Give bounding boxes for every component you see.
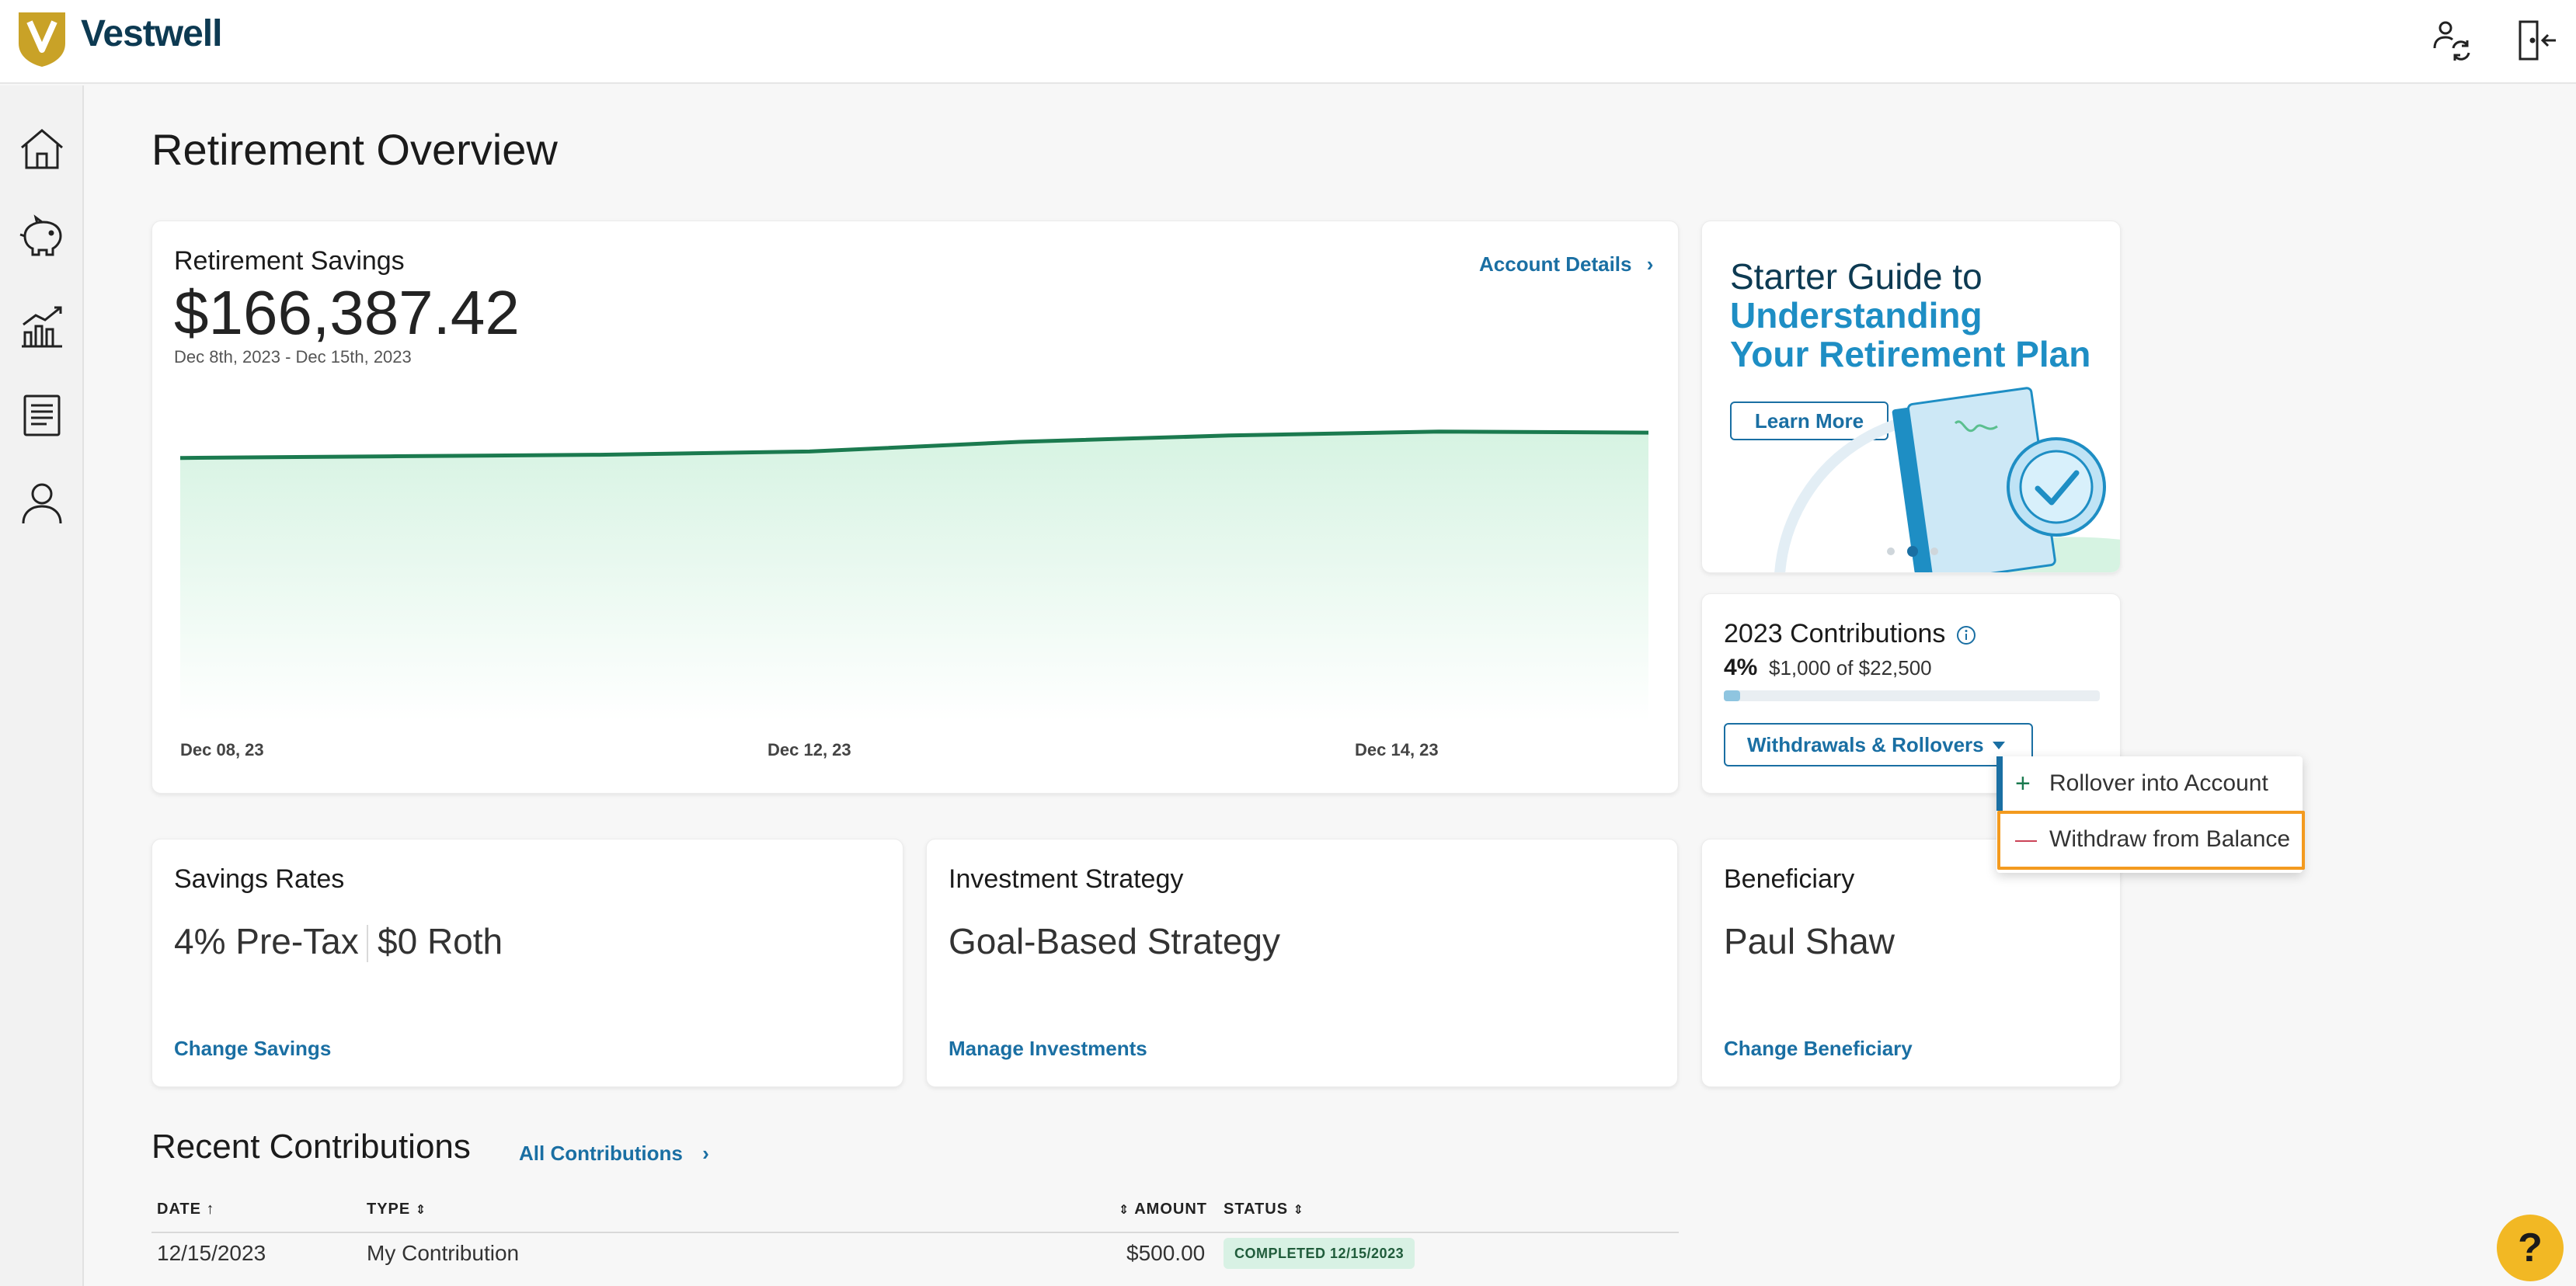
chevron-right-icon: › bbox=[702, 1142, 709, 1165]
account-details-label: Account Details bbox=[1479, 252, 1632, 276]
home-icon[interactable] bbox=[17, 124, 67, 174]
profile-icon[interactable] bbox=[17, 478, 67, 528]
logout-icon[interactable] bbox=[2514, 17, 2560, 64]
retirement-savings-card: Retirement Savings $166,387.42 Dec 8th, … bbox=[151, 221, 1679, 794]
rate-divider bbox=[367, 925, 368, 962]
page-title: Retirement Overview bbox=[151, 125, 558, 174]
brand-name[interactable]: Vestwell bbox=[81, 13, 222, 54]
rollover-into-account-option[interactable]: + Rollover into Account bbox=[1996, 756, 2303, 811]
withdraw-from-balance-label: Withdraw from Balance bbox=[2049, 826, 2291, 852]
all-contributions-link[interactable]: All Contributions › bbox=[519, 1142, 709, 1166]
status-header-label: STATUS bbox=[1224, 1201, 1289, 1218]
account-details-link[interactable]: Account Details › bbox=[1479, 252, 1653, 276]
table-header-divider bbox=[151, 1232, 1679, 1233]
retirement-plan-illustration bbox=[1774, 387, 2120, 572]
savings-date-range: Dec 8th, 2023 - Dec 15th, 2023 bbox=[174, 347, 412, 367]
carousel-dot-active[interactable] bbox=[1907, 546, 1918, 557]
contributions-card: 2023 Contributions 4% $1,000 of $22,500 … bbox=[1701, 593, 2121, 794]
info-icon[interactable] bbox=[1956, 625, 1976, 645]
chart-icon[interactable] bbox=[17, 301, 67, 351]
x-axis-label: Dec 14, 23 bbox=[1355, 740, 1439, 759]
withdrawals-rollovers-menu: + Rollover into Account — Withdraw from … bbox=[1996, 756, 2303, 873]
contribution-percent: 4% bbox=[1724, 655, 1758, 680]
contributions-title: 2023 Contributions bbox=[1724, 619, 1976, 649]
contribution-progress-bar bbox=[1724, 690, 2100, 701]
savings-rates-title: Savings Rates bbox=[174, 864, 345, 894]
savings-title: Retirement Savings bbox=[174, 246, 405, 276]
investment-strategy-card: Investment Strategy Goal-Based Strategy … bbox=[926, 839, 1678, 1087]
sidebar bbox=[0, 85, 84, 1286]
pretax-rate: 4% Pre-Tax bbox=[174, 921, 359, 961]
savings-area-chart bbox=[180, 429, 1648, 721]
top-bar: Vestwell bbox=[0, 0, 2576, 84]
status-badge: COMPLETED 12/15/2023 bbox=[1224, 1238, 1415, 1269]
contribution-progress-fill bbox=[1724, 690, 1741, 701]
investment-strategy-value: Goal-Based Strategy bbox=[949, 921, 1281, 961]
caret-down-icon bbox=[1993, 742, 2005, 749]
sort-icon: ⇕ bbox=[1119, 1204, 1130, 1217]
all-contributions-label: All Contributions bbox=[519, 1142, 683, 1165]
column-header-amount[interactable]: ⇕ AMOUNT bbox=[1119, 1201, 1207, 1218]
chart-series-line bbox=[180, 429, 1648, 461]
sort-icon: ⇕ bbox=[1293, 1204, 1304, 1217]
type-header-label: TYPE bbox=[367, 1201, 411, 1218]
carousel-dot[interactable] bbox=[1930, 547, 1938, 555]
column-header-type[interactable]: TYPE ⇕ bbox=[367, 1201, 426, 1218]
change-savings-link[interactable]: Change Savings bbox=[174, 1037, 332, 1060]
sort-icon: ⇕ bbox=[415, 1204, 427, 1217]
recent-contributions-title: Recent Contributions bbox=[151, 1128, 471, 1166]
date-header-label: DATE bbox=[157, 1201, 201, 1218]
amount-header-label: AMOUNT bbox=[1134, 1201, 1207, 1218]
plus-icon: + bbox=[2015, 768, 2031, 798]
menu-accent-bar bbox=[1996, 756, 2003, 811]
beneficiary-name: Paul Shaw bbox=[1724, 921, 1895, 961]
sort-asc-icon: ↑ bbox=[206, 1201, 215, 1218]
roth-rate: $0 Roth bbox=[378, 921, 503, 961]
row-amount: $500.00 bbox=[1126, 1241, 1206, 1265]
row-type: My Contribution bbox=[367, 1241, 520, 1265]
column-header-date[interactable]: DATE ↑ bbox=[157, 1201, 215, 1218]
promo-line-2: Understanding bbox=[1730, 295, 1982, 335]
vestwell-logo-icon[interactable] bbox=[16, 9, 68, 68]
row-date: 12/15/2023 bbox=[157, 1241, 266, 1265]
x-axis-label: Dec 08, 23 bbox=[180, 740, 264, 759]
help-button[interactable]: ? bbox=[2497, 1215, 2564, 1281]
column-header-status[interactable]: STATUS ⇕ bbox=[1224, 1201, 1304, 1218]
change-beneficiary-link[interactable]: Change Beneficiary bbox=[1724, 1037, 1913, 1060]
piggy-bank-icon[interactable] bbox=[17, 213, 67, 262]
withdrawals-rollovers-button[interactable]: Withdrawals & Rollovers bbox=[1724, 723, 2033, 766]
chevron-right-icon: › bbox=[1646, 252, 1654, 276]
document-icon[interactable] bbox=[17, 390, 67, 440]
promo-line-1: Starter Guide to bbox=[1730, 256, 1982, 297]
beneficiary-title: Beneficiary bbox=[1724, 864, 1855, 894]
x-axis-label: Dec 12, 23 bbox=[768, 740, 851, 759]
starter-guide-card: Starter Guide to Understanding Your Reti… bbox=[1701, 221, 2121, 573]
contributions-title-text: 2023 Contributions bbox=[1724, 619, 1946, 648]
manage-investments-link[interactable]: Manage Investments bbox=[949, 1037, 1147, 1060]
carousel-dot[interactable] bbox=[1887, 547, 1895, 555]
beneficiary-card: Beneficiary Paul Shaw Change Beneficiary bbox=[1701, 839, 2121, 1087]
learn-more-button[interactable]: Learn More bbox=[1730, 401, 1888, 440]
rollover-into-account-label: Rollover into Account bbox=[2049, 770, 2268, 796]
chart-area-fill bbox=[180, 431, 1648, 721]
contribution-amount: $1,000 of $22,500 bbox=[1769, 656, 1932, 679]
promo-line-3: Your Retirement Plan bbox=[1730, 334, 2091, 374]
withdraw-from-balance-option[interactable]: — Withdraw from Balance bbox=[1996, 812, 2303, 867]
withdrawals-rollovers-label: Withdrawals & Rollovers bbox=[1747, 732, 1984, 756]
savings-rates-card: Savings Rates 4% Pre-Tax $0 Roth Change … bbox=[151, 839, 903, 1087]
minus-icon: — bbox=[2015, 827, 2037, 851]
savings-amount: $166,387.42 bbox=[174, 278, 520, 347]
switch-account-icon[interactable] bbox=[2427, 17, 2473, 64]
investment-title: Investment Strategy bbox=[949, 864, 1184, 894]
